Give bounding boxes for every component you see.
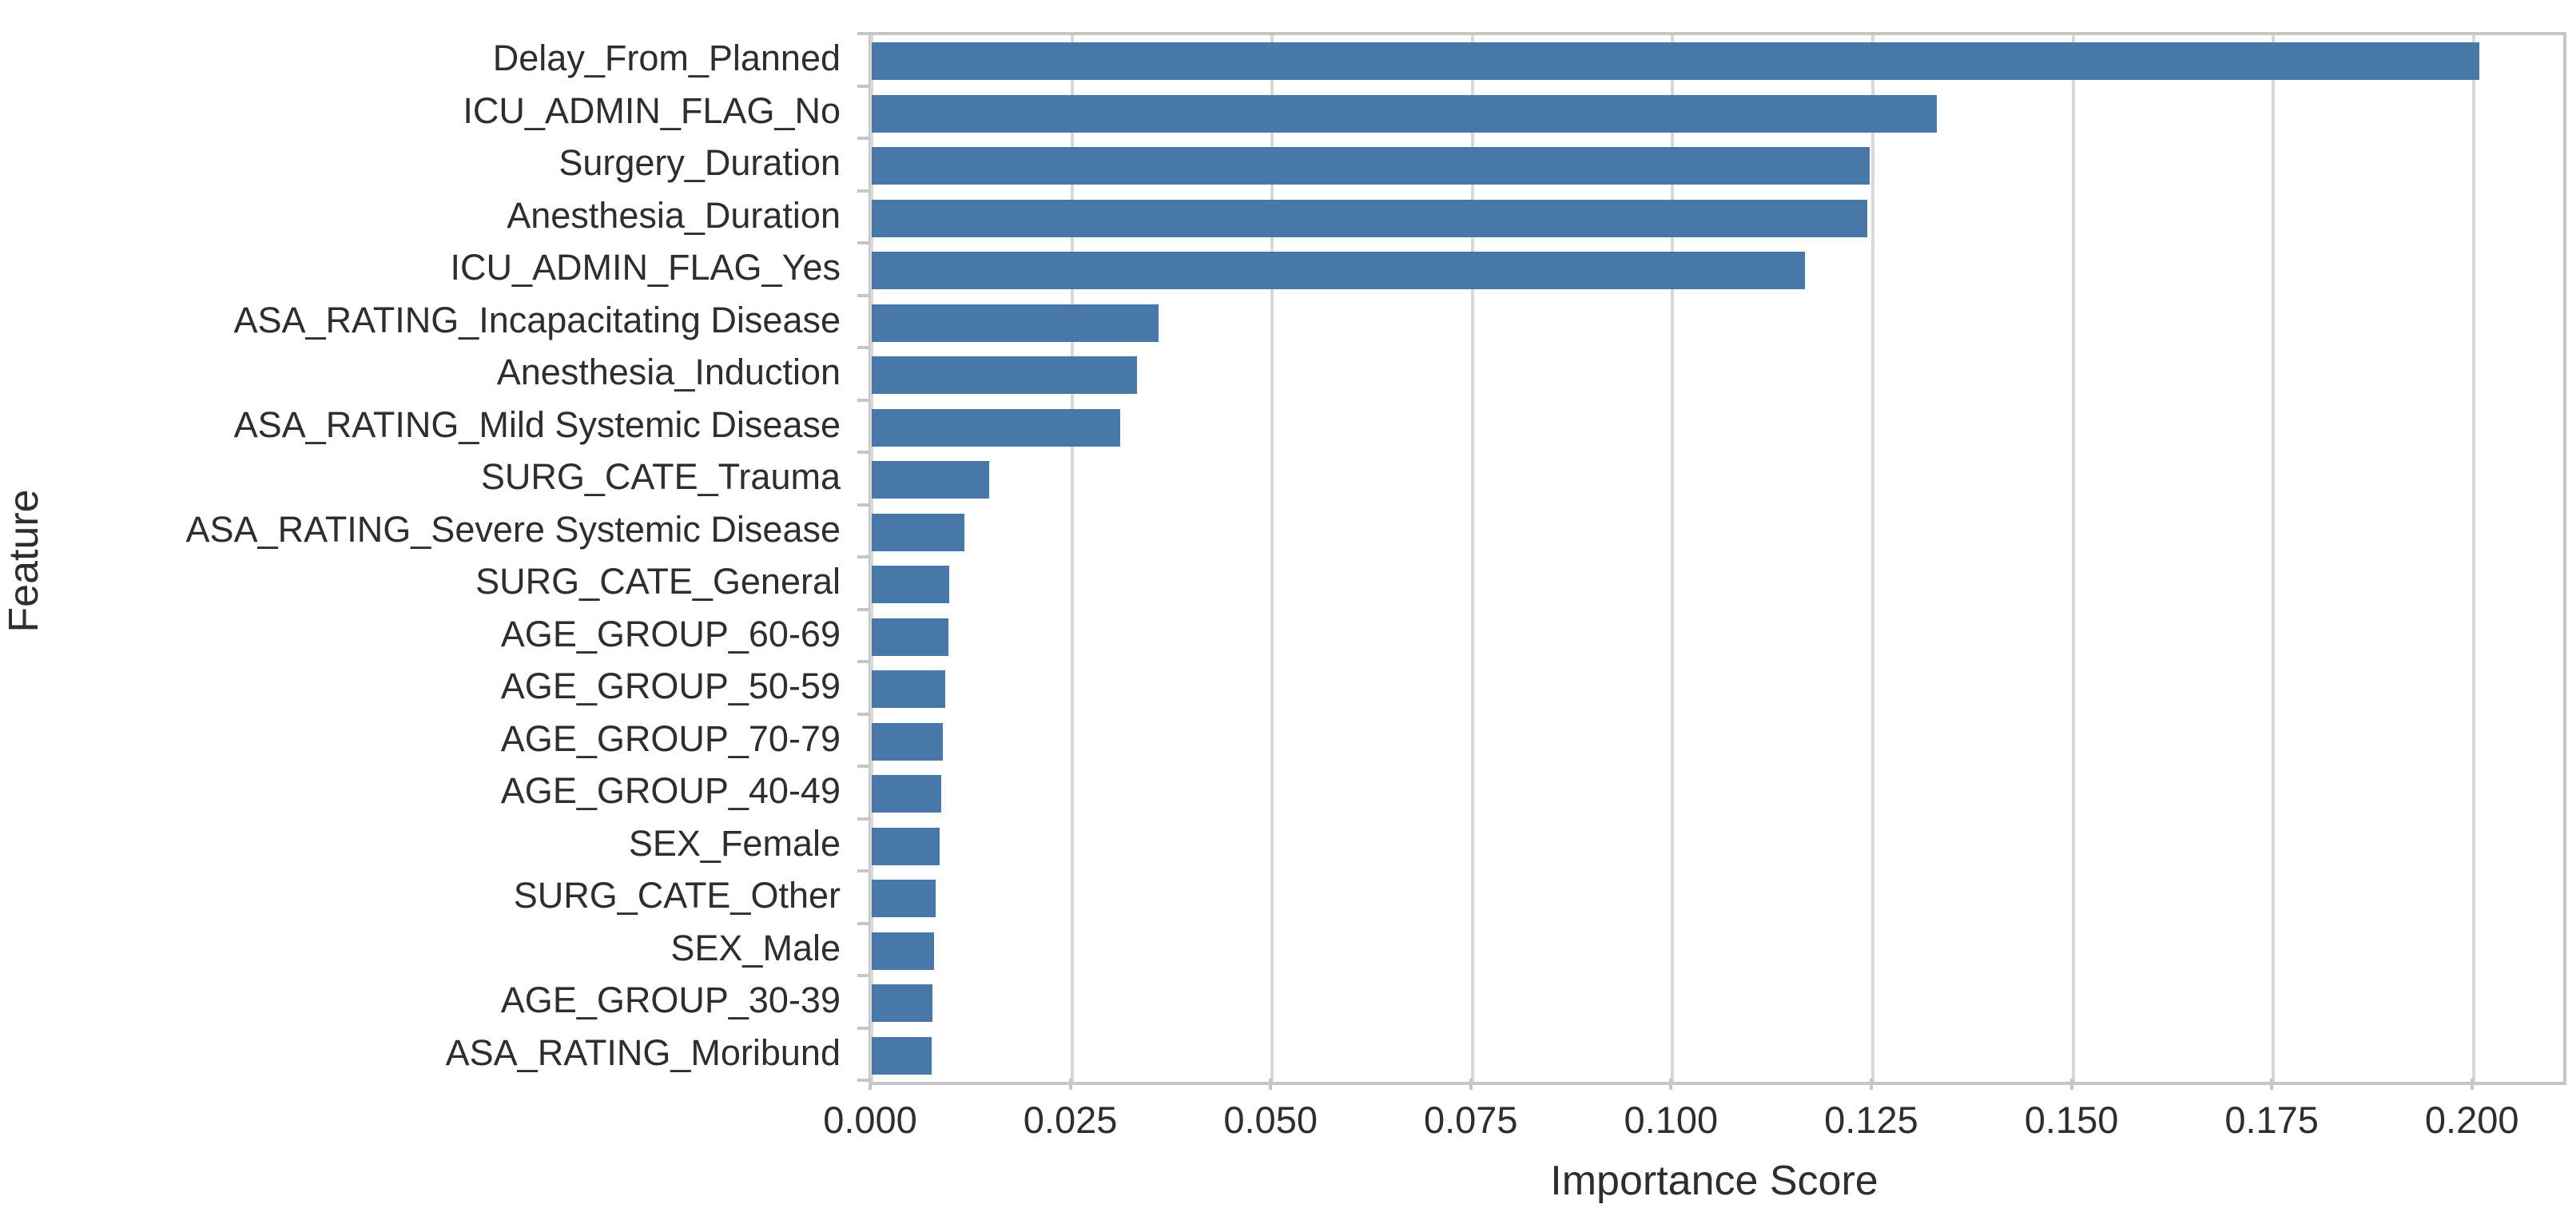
y-tick-label: ASA_RATING_Mild Systemic Disease bbox=[233, 403, 841, 445]
bar-Anesthesia_Induction bbox=[872, 356, 1137, 395]
y-tick-mark bbox=[857, 869, 869, 872]
gridline-x-0.075 bbox=[1470, 35, 1474, 1082]
bar-SEX_Female bbox=[872, 827, 940, 865]
bar-Anesthesia_Duration bbox=[872, 199, 1867, 237]
gridline-x-0.150 bbox=[2071, 35, 2075, 1082]
y-tick-mark bbox=[857, 241, 869, 244]
bar-ASA_RATING_Mild Systemic Disease bbox=[872, 408, 1120, 447]
x-tick-label: 0.050 bbox=[1223, 1099, 1318, 1141]
x-tick-mark bbox=[1869, 1079, 1873, 1090]
x-tick-mark bbox=[2270, 1079, 2274, 1090]
x-tick-label: 0.000 bbox=[823, 1099, 917, 1141]
y-tick-mark bbox=[857, 398, 869, 402]
y-tick-mark bbox=[857, 189, 869, 193]
bar-SEX_Male bbox=[872, 932, 935, 970]
bar-ASA_RATING_Incapacitating Disease bbox=[872, 304, 1159, 342]
bar-AGE_GROUP_30-39 bbox=[872, 984, 933, 1023]
y-tick-mark bbox=[857, 84, 869, 88]
bar-Delay_From_Planned bbox=[872, 42, 2479, 81]
x-tick-mark bbox=[2470, 1079, 2474, 1090]
bar-AGE_GROUP_60-69 bbox=[872, 618, 949, 656]
bar-AGE_GROUP_40-49 bbox=[872, 775, 942, 813]
y-tick-mark bbox=[857, 346, 869, 349]
bar-SURG_CATE_Other bbox=[872, 880, 936, 918]
gridline-x-0.100 bbox=[1671, 35, 1675, 1082]
gridline-x-0.050 bbox=[1270, 35, 1274, 1082]
gridline-x-0.125 bbox=[1870, 35, 1874, 1082]
y-tick-mark bbox=[857, 712, 869, 716]
x-axis-title: Importance Score bbox=[1550, 1158, 1878, 1204]
y-tick-label: Anesthesia_Duration bbox=[507, 194, 841, 236]
y-tick-mark bbox=[857, 765, 869, 768]
x-tick-label: 0.100 bbox=[1624, 1099, 1719, 1141]
y-tick-mark bbox=[857, 32, 869, 35]
bar-ICU_ADMIN_FLAG_Yes bbox=[872, 252, 1805, 290]
bar-SURG_CATE_General bbox=[872, 566, 950, 604]
bar-ASA_RATING_Moribund bbox=[872, 1036, 932, 1075]
y-tick-label: ICU_ADMIN_FLAG_Yes bbox=[450, 247, 841, 288]
x-tick-label: 0.025 bbox=[1023, 1099, 1118, 1141]
x-tick-label: 0.150 bbox=[2024, 1099, 2119, 1141]
x-tick-mark bbox=[1269, 1079, 1273, 1090]
y-tick-label: SEX_Female bbox=[628, 822, 841, 864]
x-tick-mark bbox=[2069, 1079, 2073, 1090]
y-tick-label: SEX_Male bbox=[670, 927, 841, 968]
y-tick-label: ASA_RATING_Moribund bbox=[445, 1031, 841, 1073]
y-tick-label: SURG_CATE_General bbox=[475, 561, 841, 602]
bar-SURG_CATE_Trauma bbox=[872, 461, 990, 499]
y-tick-label: Delay_From_Planned bbox=[492, 38, 841, 78]
bar-AGE_GROUP_70-79 bbox=[872, 722, 944, 761]
y-tick-label: ICU_ADMIN_FLAG_No bbox=[463, 89, 841, 131]
gridline-x-0.000 bbox=[870, 35, 873, 1082]
y-tick-label: ASA_RATING_Incapacitating Disease bbox=[233, 299, 841, 340]
x-tick-mark bbox=[1669, 1079, 1673, 1090]
plot-area bbox=[869, 32, 2566, 1085]
y-tick-mark bbox=[857, 817, 869, 821]
y-tick-mark bbox=[857, 503, 869, 507]
y-tick-label: ASA_RATING_Severe Systemic Disease bbox=[185, 508, 841, 550]
y-tick-label: Surgery_Duration bbox=[559, 142, 841, 183]
y-tick-mark bbox=[857, 921, 869, 925]
gridline-x-0.200 bbox=[2471, 35, 2475, 1082]
y-tick-mark bbox=[857, 660, 869, 663]
bar-ASA_RATING_Severe Systemic Disease bbox=[872, 513, 965, 551]
y-tick-mark bbox=[857, 607, 869, 611]
x-tick-label: 0.125 bbox=[1824, 1099, 1918, 1141]
y-tick-mark bbox=[857, 974, 869, 977]
x-tick-label: 0.200 bbox=[2424, 1099, 2519, 1141]
gridline-x-0.175 bbox=[2272, 35, 2276, 1082]
y-tick-mark bbox=[857, 1026, 869, 1030]
bar-Surgery_Duration bbox=[872, 147, 1870, 185]
y-tick-labels: Delay_From_Planned ICU_ADMIN_FLAG_No Surge… bbox=[0, 32, 841, 1079]
bar-ICU_ADMIN_FLAG_No bbox=[872, 94, 1938, 133]
y-tick-label: AGE_GROUP_70-79 bbox=[500, 717, 841, 759]
y-tick-mark bbox=[857, 1079, 869, 1082]
y-tick-label: AGE_GROUP_50-59 bbox=[500, 666, 841, 706]
x-tick-label: 0.175 bbox=[2224, 1099, 2319, 1141]
y-tick-label: SURG_CATE_Trauma bbox=[480, 456, 841, 497]
x-tick-label: 0.075 bbox=[1423, 1099, 1518, 1141]
x-tick-mark bbox=[869, 1079, 872, 1090]
y-tick-label: SURG_CATE_Other bbox=[513, 875, 841, 916]
x-tick-mark bbox=[1068, 1079, 1072, 1090]
y-tick-mark bbox=[857, 555, 869, 558]
y-tick-label: AGE_GROUP_30-39 bbox=[500, 980, 841, 1020]
y-tick-label: AGE_GROUP_60-69 bbox=[500, 613, 841, 654]
y-tick-mark bbox=[857, 137, 869, 140]
y-tick-label: AGE_GROUP_40-49 bbox=[500, 770, 841, 811]
y-tick-mark bbox=[857, 451, 869, 454]
gridline-x-0.025 bbox=[1070, 35, 1074, 1082]
bar-AGE_GROUP_50-59 bbox=[872, 670, 946, 709]
y-tick-label: Anesthesia_Induction bbox=[496, 352, 841, 392]
x-tick-mark bbox=[1469, 1079, 1473, 1090]
y-tick-mark bbox=[857, 293, 869, 297]
